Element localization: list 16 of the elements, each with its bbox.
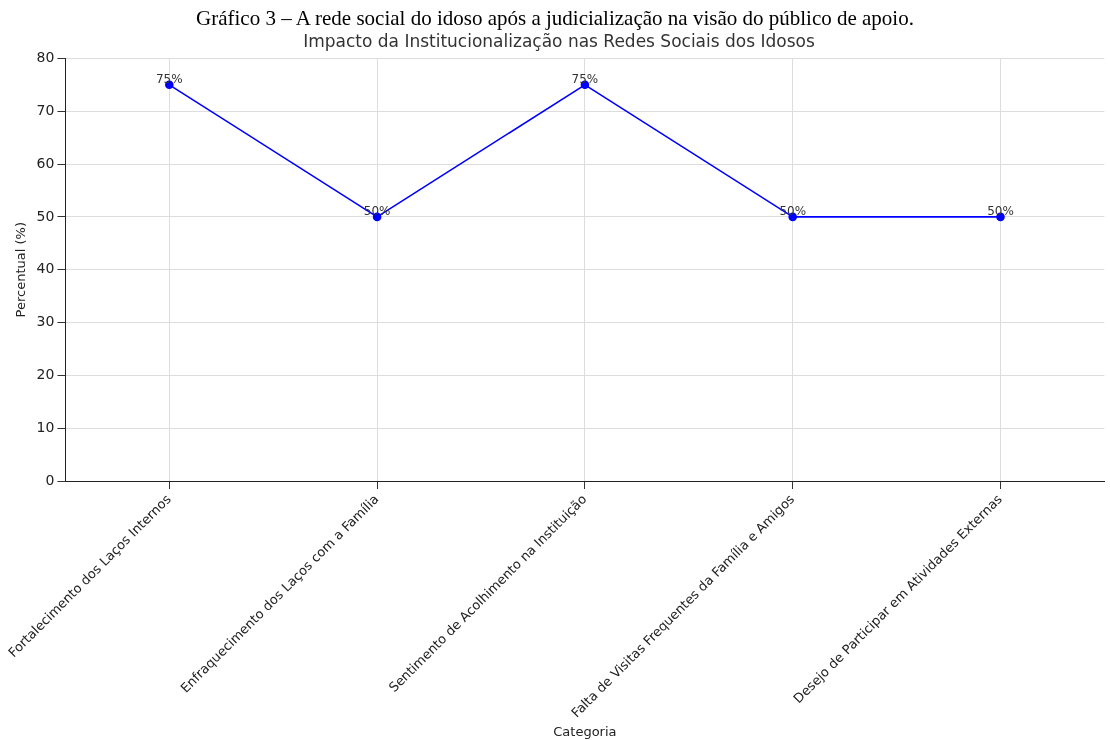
y-tick-label: 70 <box>36 101 55 118</box>
chart-title: Impacto da Institucionalização nas Redes Sociais dos Idosos <box>303 30 815 51</box>
data-label: 50% <box>987 204 1014 218</box>
data-label: 75% <box>571 71 599 86</box>
x-axis-title: Categoria <box>553 723 617 739</box>
y-tick-label: 10 <box>36 418 55 435</box>
text: Gráfico 3 – A rede social do idoso após a judicialização na visão do público de apoio. <box>195 5 915 32</box>
y-tick-label: 40 <box>36 260 55 277</box>
y-tick-label: 80 <box>36 49 55 66</box>
y-tick-label: 30 <box>36 313 55 330</box>
y-axis-title: Percentual (%) <box>13 222 29 318</box>
data-label: 75% <box>155 71 183 86</box>
y-tick-label: 60 <box>36 154 55 171</box>
y-tick-label: 0 <box>45 471 55 488</box>
y-tick-label: 50 <box>36 207 55 224</box>
y-tick-label: 20 <box>36 366 55 382</box>
